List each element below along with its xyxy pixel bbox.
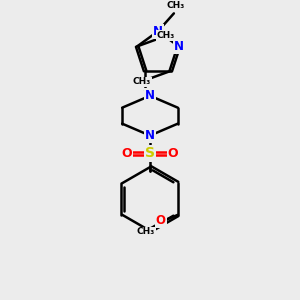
Text: CH₃: CH₃	[167, 1, 185, 10]
Text: CH₃: CH₃	[157, 31, 175, 40]
Text: N: N	[145, 89, 155, 102]
Text: N: N	[174, 40, 184, 53]
Text: CH₃: CH₃	[136, 227, 155, 236]
Text: O: O	[156, 214, 166, 227]
Text: O: O	[168, 147, 178, 160]
Text: N: N	[153, 25, 163, 38]
Text: O: O	[122, 147, 132, 160]
Text: CH₃: CH₃	[133, 77, 151, 86]
Text: S: S	[145, 146, 155, 161]
Text: N: N	[145, 129, 155, 142]
